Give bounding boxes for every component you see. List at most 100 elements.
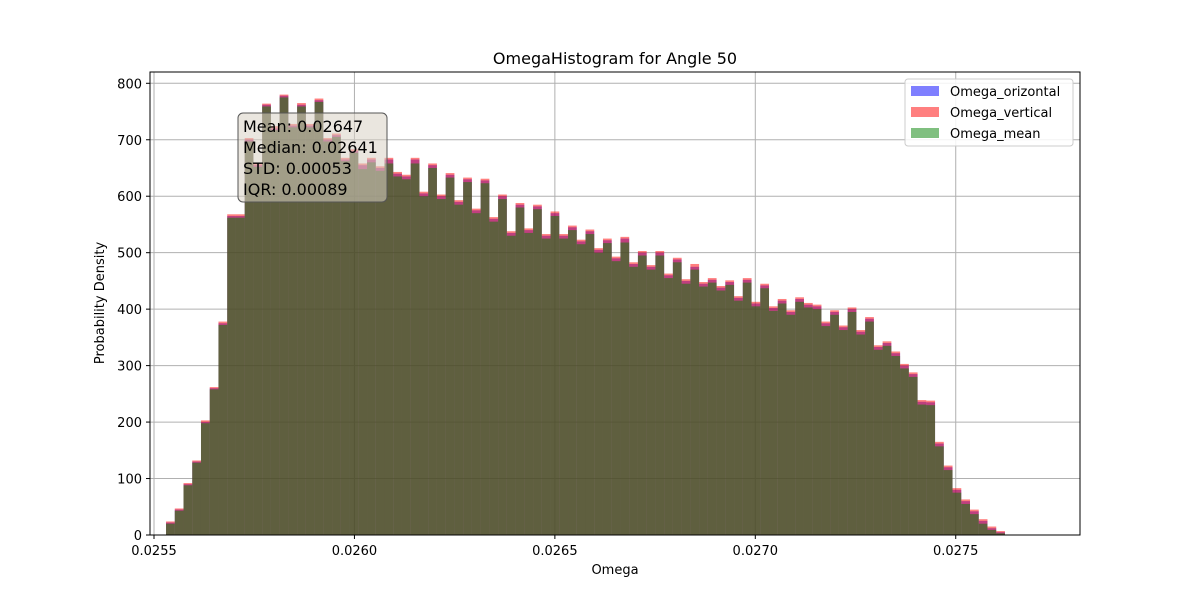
y-tick-label: 0 [134, 529, 142, 544]
histogram-bar [795, 301, 804, 535]
histogram-bar [891, 356, 901, 535]
histogram-bar [707, 282, 717, 535]
histogram-bar [428, 167, 437, 536]
histogram-bar [838, 330, 848, 535]
legend-label-omega-mean: Omega_mean [950, 127, 1040, 142]
x-tick-label: 0.0255 [131, 544, 177, 559]
legend-swatch-omega-orizontal [911, 86, 939, 96]
histogram-bar [978, 523, 988, 535]
stats-median: Median: 0.02641 [243, 138, 378, 157]
legend: Omega_orizontal Omega_vertical Omega_mea… [904, 78, 1074, 147]
histogram-bar [900, 368, 909, 535]
histogram-bar [803, 307, 813, 535]
stats-mean: Mean: 0.02647 [243, 117, 363, 136]
histogram-bar [340, 161, 350, 535]
histogram-bar [218, 324, 228, 535]
x-axis-ticks: 0.0255 0.0260 0.0265 0.0270 0.0275 [131, 535, 978, 559]
histogram-bar [760, 288, 770, 535]
y-axis-ticks: 0 100 200 300 400 500 600 700 800 [117, 77, 150, 544]
y-axis-label: Probability Density [93, 242, 108, 365]
histogram-bar [620, 242, 630, 535]
histogram-bar [279, 97, 289, 535]
histogram-bar [358, 169, 368, 536]
histogram-bar [471, 213, 481, 535]
histogram-bar [288, 127, 298, 536]
histogram-bars [166, 94, 1005, 536]
histogram-bar [594, 252, 603, 535]
histogram-bar [865, 321, 874, 535]
histogram-bar [585, 234, 595, 536]
histogram-bar [541, 238, 551, 535]
chart-title: OmegaHistogram for Angle 50 [493, 49, 737, 68]
histogram-bar [270, 130, 280, 535]
histogram-bar [847, 311, 857, 535]
histogram-bar [568, 230, 577, 535]
histogram-bar [672, 262, 682, 535]
histogram-bar [375, 170, 385, 535]
y-tick-label: 100 [117, 473, 142, 488]
histogram-bar [192, 462, 201, 535]
histogram-bar [769, 310, 778, 535]
histogram-bar [174, 510, 184, 535]
histogram-bar [332, 136, 341, 535]
histogram-bar [209, 389, 219, 535]
histogram-bar [664, 278, 673, 535]
y-tick-label: 800 [117, 77, 142, 92]
histogram-bar [419, 196, 429, 535]
histogram-bar [917, 404, 927, 535]
histogram-bar [943, 470, 953, 535]
histogram-bar [873, 349, 883, 535]
legend-swatch-omega-vertical [911, 107, 939, 117]
plot-frame [149, 71, 1081, 536]
stats-iqr: IQR: 0.00089 [243, 180, 348, 199]
histogram-bar [410, 163, 420, 535]
histogram-bar [200, 423, 210, 535]
histogram-bar [297, 106, 306, 535]
histogram-bar [681, 283, 691, 535]
histogram-bar [690, 269, 700, 535]
histogram-bar [393, 176, 402, 535]
histogram-bar [480, 183, 490, 536]
histogram-bar [602, 243, 612, 535]
histogram-bar [655, 255, 665, 535]
histogram-bar [235, 217, 245, 536]
stats-box: Mean: 0.02647 Median: 0.02641 STD: 0.000… [237, 112, 388, 203]
histogram-bar [367, 162, 376, 535]
histogram-bar [725, 284, 735, 535]
histogram-bar [935, 446, 944, 535]
x-tick-label: 0.0270 [733, 544, 779, 559]
histogram-bar [716, 290, 726, 535]
histogram-bar [646, 269, 656, 535]
histogram-bar [812, 309, 822, 535]
stats-std: STD: 0.00053 [243, 159, 352, 178]
y-tick-label: 700 [117, 134, 142, 149]
histogram-bar [515, 207, 525, 535]
histogram-bar [550, 215, 560, 536]
histogram-bar [821, 326, 831, 535]
histogram-bar [830, 314, 839, 535]
histogram-bar [498, 199, 507, 536]
histogram-bar [629, 266, 638, 535]
histogram-bar [463, 182, 472, 536]
legend-label-omega-orizontal: Omega_orizontal [950, 85, 1060, 100]
x-tick-label: 0.0275 [933, 544, 979, 559]
histogram-bar [401, 179, 411, 535]
legend-frame [904, 78, 1074, 147]
histogram-bar [734, 300, 743, 535]
histogram-bar [305, 127, 315, 536]
y-tick-label: 400 [117, 303, 142, 318]
series-omega-mean [166, 97, 1005, 536]
histogram-bar [987, 529, 997, 535]
histogram-bar [611, 261, 621, 535]
y-tick-label: 300 [117, 360, 142, 375]
legend-swatch-omega-mean [911, 128, 939, 138]
histogram-bar [786, 314, 796, 535]
histogram-bar [961, 503, 971, 535]
histogram-bar [253, 166, 263, 536]
histogram-bar [856, 334, 866, 535]
x-axis-label: Omega [591, 563, 638, 578]
histogram-bar [183, 485, 193, 535]
histogram-bar [314, 101, 324, 536]
histogram-bar [489, 221, 499, 535]
histogram-bar [436, 199, 446, 536]
